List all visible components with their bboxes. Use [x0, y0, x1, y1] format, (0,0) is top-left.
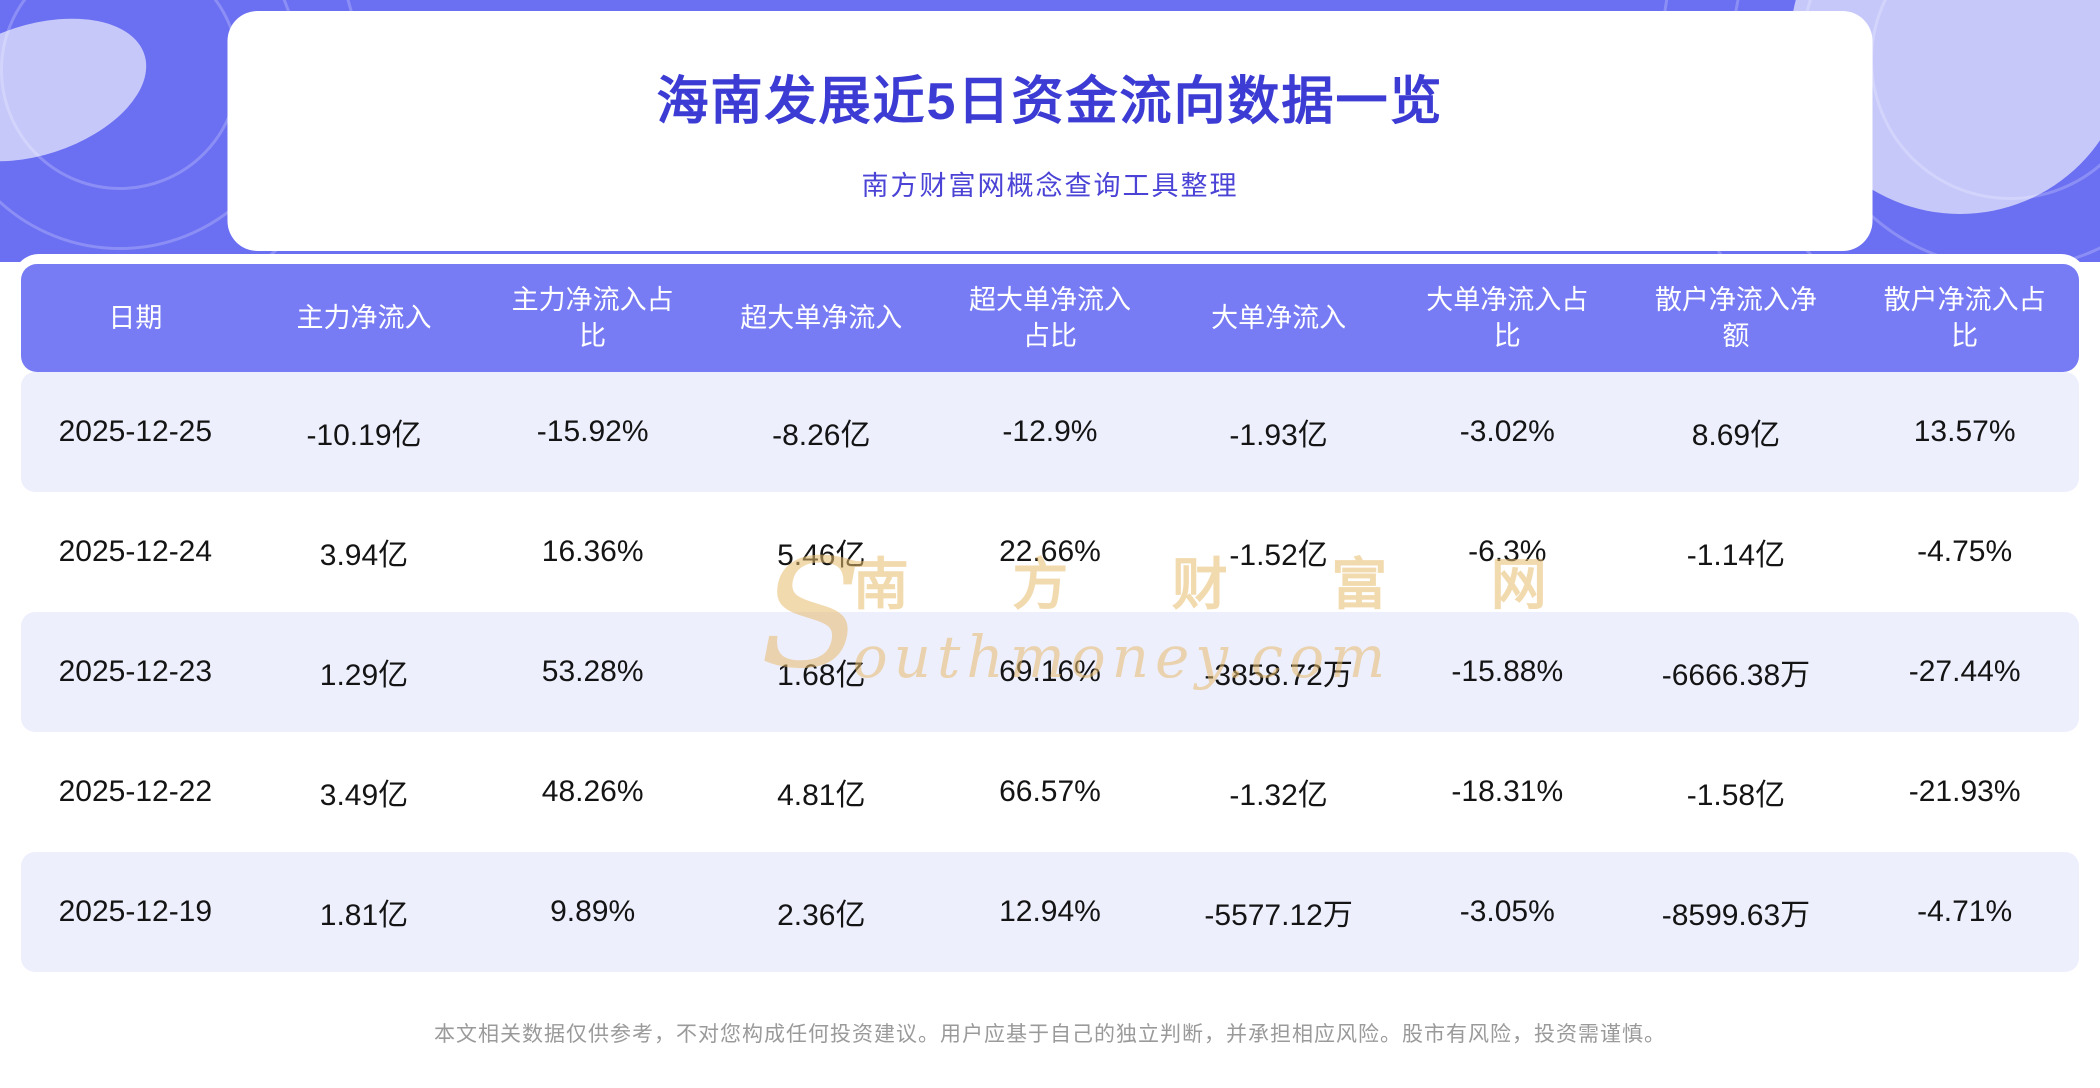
table-cell: 4.81亿 [777, 779, 866, 812]
table-cell: -27.44% [1850, 612, 2079, 732]
table-body: 2025-12-25 -10.19亿 -15.92% -8.26亿 -12.9% -1.9… [21, 372, 2079, 972]
table-cell: 2.36亿 [706, 852, 936, 972]
table-cell: -15.92% [478, 372, 707, 492]
table-cell: -12.9% [935, 372, 1165, 492]
table-cell: -8599.63万 [1621, 852, 1851, 972]
table-cell: 16.36% [541, 535, 644, 568]
table-cell: 66.57% [999, 775, 1101, 808]
column-header: 主力净流入 [249, 264, 479, 372]
table-cell: -1.32亿 [1229, 779, 1328, 812]
column-header: 主力净流入占比 [478, 264, 707, 372]
column-header: 散户净流入占比 [1850, 264, 2079, 372]
column-header: 散户净流入净额 [1621, 264, 1851, 372]
table-cell: -4.75% [1917, 535, 2013, 568]
table-cell: 53.28% [478, 612, 707, 732]
column-header: 超大单净流入占比 [935, 264, 1165, 372]
table-cell: -1.14亿 [1686, 539, 1786, 572]
table-cell: 1.29亿 [249, 612, 479, 732]
table-cell: 2025-12-24 [58, 535, 213, 568]
table-row: 2025-12-25 -10.19亿 -15.92% -8.26亿 -12.9% -1.9… [21, 372, 2079, 492]
column-header: 日期 [21, 264, 250, 372]
page-subtitle: 南方财富网概念查询工具整理 [861, 171, 1239, 201]
table-cell: -3.05% [1392, 852, 1622, 972]
table-cell: -3858.72万 [1164, 612, 1393, 732]
table-cell: -5577.12万 [1164, 852, 1393, 972]
table-cell: 48.26% [541, 775, 644, 808]
page-title: 海南发展近5日资金流向数据一览 [656, 73, 1444, 131]
table-cell: -10.19亿 [249, 372, 479, 492]
table-cell: 2025-12-25 [21, 372, 250, 492]
table-cell: -3.02% [1392, 372, 1622, 492]
column-header: 超大单净流入 [706, 264, 936, 372]
table-cell: 3.49亿 [319, 779, 409, 812]
table-cell: -1.93亿 [1164, 372, 1393, 492]
table-cell: 13.57% [1850, 372, 2079, 492]
table-cell: 1.68亿 [706, 612, 936, 732]
table-cell: -4.71% [1850, 852, 2079, 972]
table-row: 2025-12-19 1.81亿 9.89% 2.36亿 12.94% -5577.12万… [21, 852, 2079, 972]
title-card: 海南发展近5日资金流向数据一览 南方财富网概念查询工具整理 [227, 11, 1873, 251]
table-cell: 2025-12-19 [21, 852, 250, 972]
table-cell: 8.69亿 [1621, 372, 1851, 492]
table-cell: -15.88% [1392, 612, 1622, 732]
table-cell: -6.3% [1468, 535, 1547, 568]
table-cell: 69.16% [935, 612, 1165, 732]
table-cell: -6666.38万 [1621, 612, 1851, 732]
table-cell: -8.26亿 [706, 372, 936, 492]
column-header: 大单净流入占比 [1392, 264, 1622, 372]
table-cell: 22.66% [999, 535, 1101, 568]
content-panel: 日期 主力净流入 主力净流入占比 超大单净流入 超大单净流入占比 大单净流入 大单净流入占比… [13, 254, 2087, 1088]
table-cell: 2025-12-23 [21, 612, 250, 732]
disclaimer-text: 本文相关数据仅供参考，不对您构成任何投资建议。用户应基于自己的独立判断，并承担相… [434, 1023, 1666, 1046]
table-cell: 5.46亿 [777, 539, 866, 572]
table-cell: -21.93% [1908, 775, 2021, 808]
table-cell: -1.58亿 [1686, 779, 1786, 812]
column-header: 大单净流入 [1164, 264, 1393, 372]
table-cell: 9.89% [478, 852, 707, 972]
table-cell: 1.81亿 [249, 852, 479, 972]
table-cell: 3.94亿 [319, 539, 409, 572]
table-row: 2025-12-24 3.94亿 16.36% 5.46亿 22.66% -1.52亿 -6… [21, 492, 2079, 612]
table-cell: -18.31% [1451, 775, 1564, 808]
table-cell: -1.52亿 [1229, 539, 1328, 572]
fund-flow-table: 日期 主力净流入 主力净流入占比 超大单净流入 超大单净流入占比 大单净流入 大单净流入占比… [21, 264, 2079, 972]
table-row: 2025-12-22 3.49亿 48.26% 4.81亿 66.57% -1.32亿 -1… [21, 732, 2079, 852]
table-row: 2025-12-23 1.29亿 53.28% 1.68亿 69.16% -3858.72… [21, 612, 2079, 732]
table-cell: 12.94% [935, 852, 1165, 972]
table-header-row: 日期 主力净流入 主力净流入占比 超大单净流入 超大单净流入占比 大单净流入 大单净流入占比… [21, 264, 2079, 372]
table-cell: 2025-12-22 [58, 775, 213, 808]
